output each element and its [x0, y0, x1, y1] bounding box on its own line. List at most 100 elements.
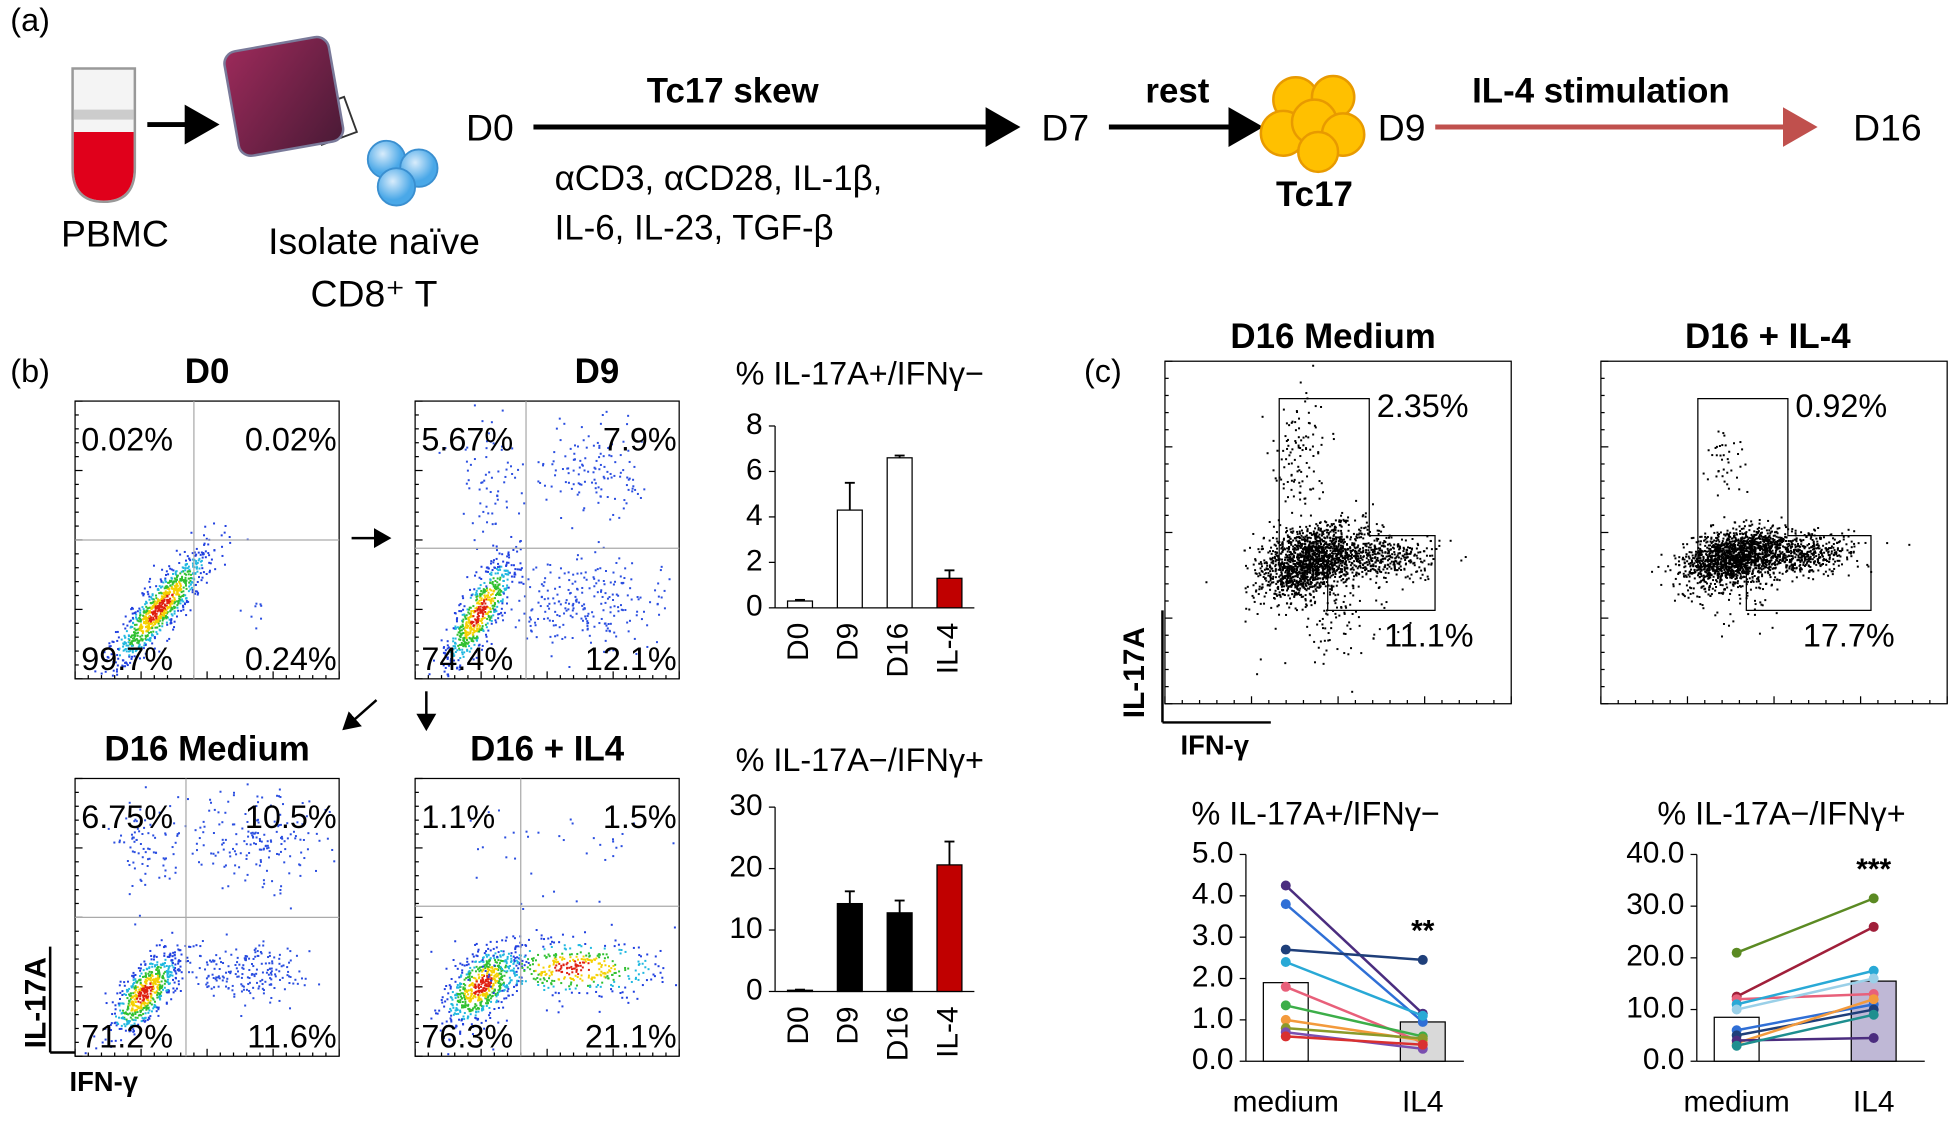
event-dot	[475, 622, 478, 625]
event-dot	[490, 560, 493, 563]
event-dot	[467, 625, 470, 628]
event-dot	[520, 962, 523, 965]
event-dot	[522, 582, 525, 585]
event-dot	[444, 649, 447, 652]
event-dot	[148, 626, 151, 629]
event-dot	[581, 961, 584, 964]
event-dot	[484, 623, 487, 626]
event-dot	[559, 567, 562, 570]
event-dot	[484, 1019, 487, 1022]
event-dot	[154, 605, 157, 608]
event-dot	[1272, 550, 1275, 553]
event-dot	[221, 843, 224, 846]
event-dot	[543, 978, 546, 981]
event-dot	[160, 580, 163, 583]
event-dot	[593, 958, 596, 961]
event-dot	[483, 606, 486, 609]
event-dot	[1288, 574, 1291, 577]
event-dot	[164, 832, 167, 835]
event-dot	[1317, 535, 1320, 538]
event-dot	[250, 615, 253, 618]
event-dot	[473, 539, 476, 542]
event-dot	[452, 645, 455, 648]
event-dot	[620, 949, 623, 952]
event-dot	[165, 592, 168, 595]
event-dot	[484, 970, 487, 972]
event-dot	[167, 601, 170, 604]
event-dot	[461, 971, 464, 974]
event-dot	[496, 975, 499, 978]
event-dot	[152, 634, 155, 637]
event-dot	[171, 931, 174, 934]
event-dot	[1286, 529, 1289, 532]
event-dot	[227, 987, 230, 990]
event-dot	[643, 488, 646, 491]
event-dot	[601, 981, 604, 984]
event-dot	[490, 593, 493, 596]
event-dot	[124, 648, 127, 651]
event-dot	[619, 471, 622, 474]
event-dot	[164, 595, 167, 598]
event-dot	[470, 998, 473, 1001]
event-dot	[575, 968, 578, 971]
event-dot	[186, 555, 189, 558]
event-dot	[594, 569, 597, 572]
event-dot	[147, 622, 150, 625]
event-dot	[178, 598, 181, 601]
event-dot	[447, 675, 450, 678]
event-dot	[260, 840, 263, 843]
event-dot	[443, 670, 446, 673]
event-dot	[307, 832, 310, 835]
event-dot	[456, 649, 459, 652]
event-dot	[486, 976, 489, 979]
event-dot	[131, 884, 134, 887]
event-dot	[1301, 538, 1304, 541]
event-dot	[224, 838, 227, 841]
event-dot	[1347, 529, 1350, 532]
event-dot	[122, 623, 125, 626]
event-dot	[241, 827, 244, 830]
event-dot	[487, 570, 490, 573]
event-dot	[124, 636, 127, 639]
event-dot	[1354, 539, 1357, 542]
event-dot	[480, 979, 483, 982]
event-dot	[1342, 518, 1345, 521]
event-dot	[524, 954, 527, 957]
event-dot	[136, 641, 139, 644]
event-dot	[128, 635, 131, 637]
event-dot	[292, 982, 295, 985]
event-dot	[464, 998, 467, 1001]
event-dot	[603, 975, 606, 978]
event-dot	[613, 497, 616, 500]
event-dot	[560, 971, 563, 974]
event-dot	[1318, 551, 1321, 554]
event-dot	[234, 964, 237, 967]
event-dot	[514, 956, 517, 959]
event-dot	[132, 1028, 135, 1031]
event-dot	[492, 561, 495, 564]
event-dot	[1314, 573, 1317, 576]
event-dot	[470, 1023, 473, 1026]
event-dot	[505, 468, 508, 471]
event-dot	[510, 959, 513, 962]
event-dot	[480, 620, 483, 623]
event-dot	[184, 584, 187, 587]
event-dot	[585, 446, 588, 449]
event-dot	[171, 959, 174, 962]
event-dot	[505, 602, 508, 605]
event-dot	[596, 441, 599, 444]
event-dot	[571, 968, 574, 971]
event-dot	[196, 590, 199, 593]
event-dot	[138, 657, 141, 660]
event-dot	[140, 880, 143, 883]
event-dot	[181, 977, 184, 980]
event-dot	[189, 577, 192, 580]
event-dot	[155, 851, 158, 854]
event-dot	[1331, 568, 1334, 571]
event-dot	[131, 1003, 134, 1006]
event-dot	[262, 940, 265, 943]
event-dot	[463, 614, 466, 617]
event-dot	[487, 594, 490, 597]
event-dot	[114, 661, 117, 664]
event-dot	[448, 1038, 451, 1041]
